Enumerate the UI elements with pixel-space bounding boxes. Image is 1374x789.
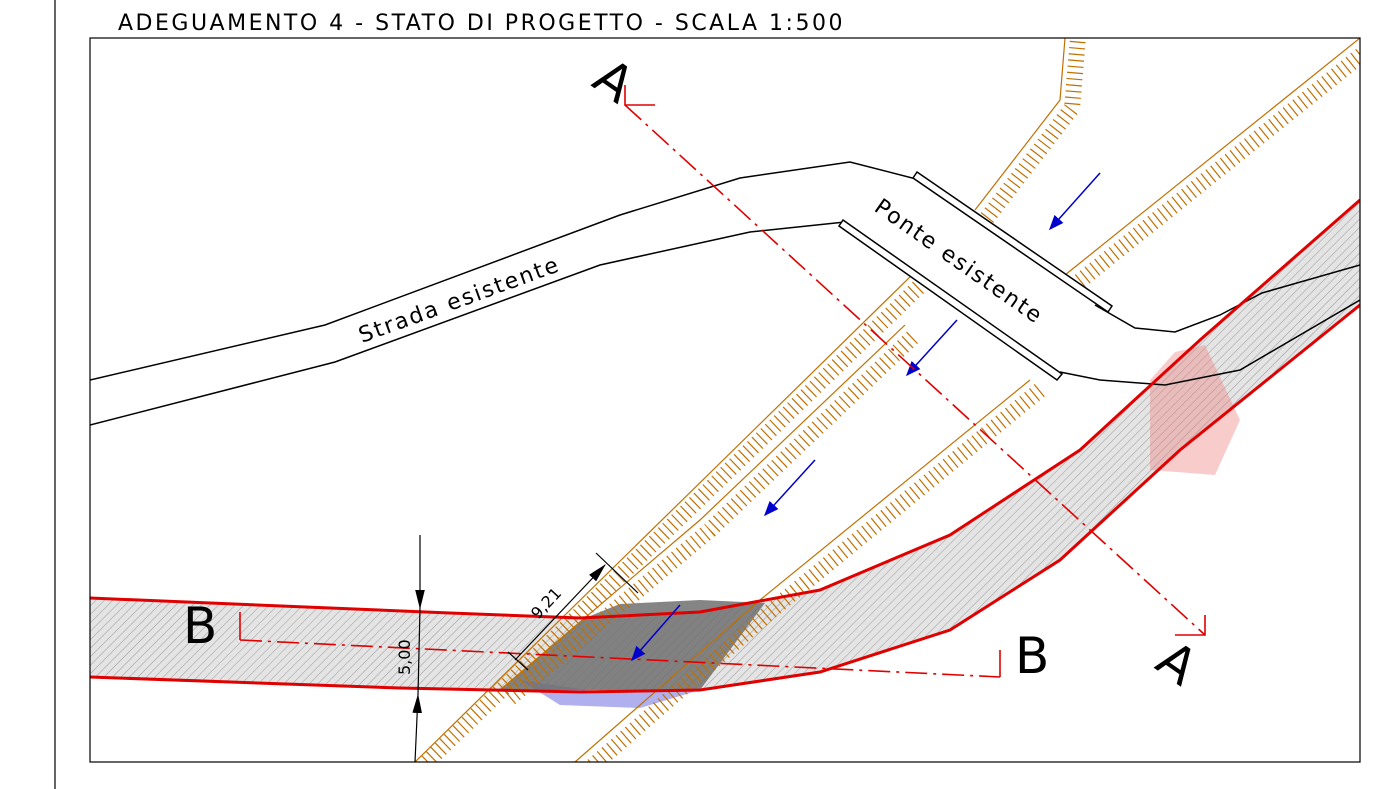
drawing: ADEGUAMENTO 4 - STATO DI PROGETTO - SCAL… <box>0 0 1374 789</box>
road-label: Strada esistente <box>356 252 564 348</box>
drawing-title: ADEGUAMENTO 4 - STATO DI PROGETTO - SCAL… <box>118 11 845 36</box>
section-mark: B <box>1015 627 1049 685</box>
section-mark: B <box>183 597 217 655</box>
dimension-label: 5,00 <box>395 639 414 675</box>
section-mark: A <box>1146 630 1207 697</box>
section-lines <box>240 85 1205 677</box>
page: ADEGUAMENTO 4 - STATO DI PROGETTO - SCAL… <box>0 0 1374 789</box>
